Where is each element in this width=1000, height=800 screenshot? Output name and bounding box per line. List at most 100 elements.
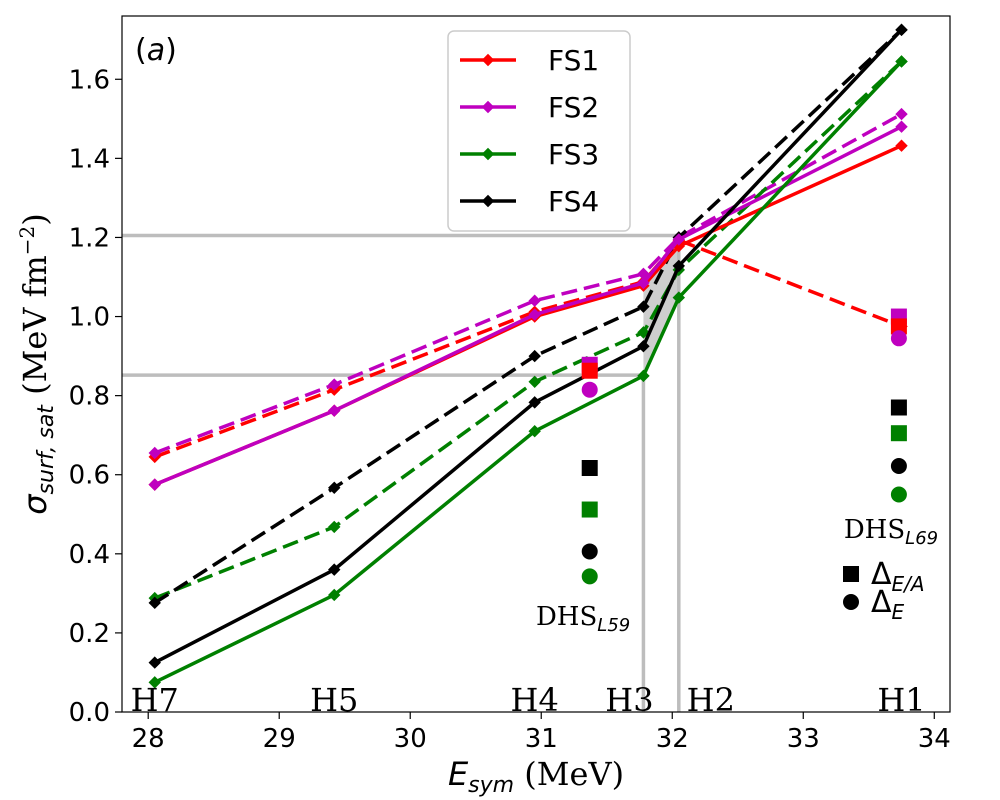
legend-marker-fs3: [481, 147, 495, 161]
marker-legend-delta: Δ: [871, 585, 892, 620]
model-label-h2: H2: [687, 681, 735, 719]
y-tick-label: 1.6: [69, 65, 110, 95]
point-fs2-dashed: [895, 107, 908, 121]
dhs-label-l59-text: DHS: [536, 602, 597, 632]
series-line-fs1-dashed: [154, 238, 903, 459]
point-fs4-solid: [148, 656, 161, 669]
legend-label-fs4: FS4: [548, 185, 599, 218]
series-line-fs2-dashed: [154, 112, 903, 455]
legend-label-fs3: FS3: [548, 138, 599, 171]
dhs-label-l69-sub: L69: [905, 528, 938, 549]
x-tick-label: 29: [263, 724, 296, 754]
y-tick-label: 1.0: [69, 303, 110, 333]
dhs-marker-circle: [581, 381, 598, 398]
y-tick-label: 0.0: [69, 698, 110, 728]
marker-legend-circle: [843, 594, 859, 610]
series-line-fs3-solid: [153, 60, 903, 684]
point-fs2-solid: [528, 308, 541, 321]
legend-box: [447, 30, 631, 232]
marker-legend-sub: E: [892, 600, 905, 624]
x-axis-label-unit: (MeV): [514, 755, 624, 793]
point-fs2-solid: [895, 120, 908, 133]
legend-marker-fs1: [481, 53, 495, 67]
x-tick-label: 33: [787, 724, 820, 754]
point-fs3-dashed: [328, 520, 341, 534]
point-fs2-solid: [672, 233, 686, 246]
x-tick-label: 34: [918, 724, 951, 754]
dhs-marker-square: [890, 399, 907, 416]
point-fs3-dashed: [637, 326, 650, 339]
marker-legend-label: ΔE/A: [871, 557, 925, 596]
x-axis-label-sub: sym: [468, 773, 514, 798]
axes-layer: 28 29 30 31 32 33 34 0.0 0.2 0.4 0.6 0.8 1.0 1.2 1.4 1.…: [15, 15, 951, 798]
y-axis-label-exp: −2: [15, 226, 39, 255]
marker-legend-label: ΔE: [871, 585, 905, 624]
dhs-marker-square: [890, 318, 907, 335]
x-axis-label: Esym (MeV): [448, 755, 624, 798]
point-fs2-solid: [148, 478, 161, 491]
point-fs2-dashed: [528, 294, 541, 307]
point-fs3-solid: [528, 425, 541, 438]
y-axis-label-unit: (MeV fm: [16, 255, 54, 405]
point-fs2-solid: [637, 276, 650, 290]
y-axis-label-close: ): [16, 213, 54, 225]
point-fs4-solid: [528, 396, 541, 409]
dhs-marker-circle: [890, 458, 907, 475]
series-line-fs4-dashed: [153, 28, 903, 605]
plot-frame: [121, 15, 951, 713]
panel-label-open: (: [135, 33, 147, 68]
model-label-h4: H4: [511, 681, 559, 719]
dhs-label-l59-sub: L59: [597, 615, 630, 636]
series-layer: [148, 23, 908, 689]
dhs-marker-square: [890, 425, 907, 442]
dhs-marker-square: [581, 460, 598, 477]
series-line-fs2-solid: [154, 125, 903, 487]
x-tick-label: 28: [132, 724, 165, 754]
point-fs4-dashed: [328, 481, 341, 494]
dhs-label-l69: DHSL69: [844, 515, 938, 549]
dhs-label-l59: DHSL59: [536, 602, 630, 636]
point-fs4-solid: [328, 563, 341, 576]
panel-label-close: ): [165, 33, 177, 68]
y-tick-label: 0.4: [69, 540, 110, 570]
dhs-marker-layer: [581, 308, 907, 585]
x-axis-label-var: E: [448, 755, 469, 793]
point-fs4-dashed: [528, 349, 541, 363]
x-tick-label: 32: [656, 724, 689, 754]
legend-marker-fs2: [481, 100, 495, 114]
y-axis-label-sub: surf, sat: [34, 404, 59, 495]
marker-legend-delta: Δ: [871, 557, 892, 592]
legend-label-fs2: FS2: [548, 91, 599, 124]
legend-label-fs1: FS1: [548, 44, 599, 77]
dhs-marker-square: [581, 501, 598, 518]
point-fs4-dashed: [148, 596, 161, 610]
point-fs3-dashed: [528, 375, 541, 389]
marker-legend-sub: E/A: [892, 572, 925, 596]
dhs-marker-square: [581, 362, 598, 379]
point-fs3-solid: [328, 588, 341, 602]
model-label-h3: H3: [605, 681, 653, 719]
y-tick-label: 1.4: [69, 144, 110, 174]
point-fs1-solid: [895, 139, 908, 152]
point-fs4-solid: [895, 23, 908, 37]
point-fs3-solid: [895, 55, 908, 68]
y-tick-label: 1.2: [69, 223, 110, 253]
y-axis-label: σsurf, sat (MeV fm−2): [15, 213, 59, 514]
point-fs2-solid: [328, 404, 341, 417]
point-fs2-dashed: [148, 446, 161, 460]
point-fs3-solid: [148, 676, 161, 689]
point-fs2-dashed: [328, 378, 341, 391]
y-axis-label-sigma: σ: [16, 493, 54, 515]
series-line-fs3-dashed: [154, 60, 903, 600]
dhs-marker-circle: [581, 568, 598, 585]
y-tick-label: 0.6: [69, 461, 110, 491]
dhs-label-l69-text: DHS: [844, 515, 905, 545]
legend: FS1 FS2 FS3 FS4: [447, 30, 631, 232]
y-axis-label-group: σsurf, sat (MeV fm−2): [15, 213, 59, 514]
point-fs3-solid: [672, 291, 686, 304]
marker-legend-square: [843, 566, 859, 582]
y-tick-label: 0.8: [69, 382, 110, 412]
point-fs4-dashed: [637, 300, 650, 313]
point-fs3-solid: [637, 369, 650, 383]
